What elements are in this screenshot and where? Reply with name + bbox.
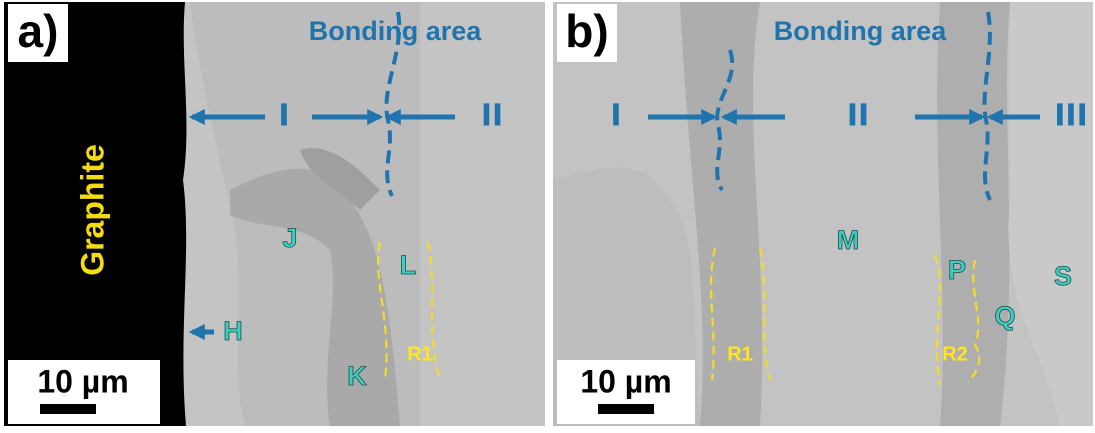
panel-a: Graphite a) Bonding area I II J L H K R1… bbox=[4, 2, 545, 426]
scale-label: 10 µm bbox=[37, 363, 128, 399]
phase-label: P bbox=[948, 255, 966, 285]
title: Bonding area bbox=[774, 16, 948, 46]
zone-label: I bbox=[278, 99, 289, 134]
phase-label: M bbox=[837, 225, 860, 255]
phase-label: K bbox=[347, 361, 367, 391]
region-label: R2 bbox=[942, 343, 968, 365]
zone-label: I bbox=[610, 99, 621, 134]
side-label: Graphite bbox=[74, 144, 110, 276]
phase-label: Q bbox=[994, 301, 1015, 331]
scale-label: 10 µm bbox=[580, 363, 671, 399]
region-label: R1 bbox=[727, 343, 753, 365]
panel-label: b) bbox=[565, 5, 608, 57]
zone-label: II bbox=[847, 99, 869, 134]
panel-label: a) bbox=[18, 5, 59, 57]
panel-b: b) Bonding area I II III M P S Q R1 R2 1… bbox=[553, 2, 1093, 426]
title: Bonding area bbox=[309, 16, 483, 46]
phase-label: J bbox=[282, 223, 297, 253]
scale-bar bbox=[40, 404, 96, 414]
region-label: R1 bbox=[407, 343, 433, 365]
zone-label: II bbox=[481, 99, 503, 134]
zone-label: III bbox=[1054, 99, 1088, 134]
scale-bar bbox=[598, 404, 654, 414]
phase-label: L bbox=[400, 250, 417, 280]
phase-label: H bbox=[223, 316, 243, 346]
phase-label: S bbox=[1054, 261, 1072, 291]
figure: Graphite a) Bonding area I II J L H K R1… bbox=[0, 0, 1095, 428]
